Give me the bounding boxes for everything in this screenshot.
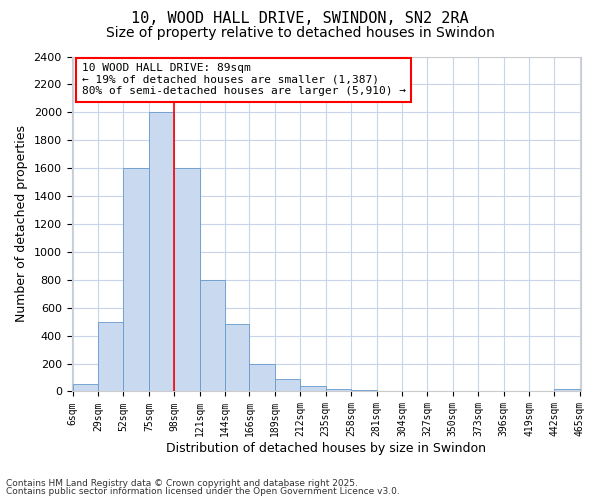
Text: Contains public sector information licensed under the Open Government Licence v3: Contains public sector information licen… (6, 487, 400, 496)
Bar (554, 388, 580, 392)
Text: 10, WOOD HALL DRIVE, SWINDON, SN2 2RA: 10, WOOD HALL DRIVE, SWINDON, SN2 2RA (131, 11, 469, 26)
Bar (200, 280, 225, 392)
Bar (275, 379, 300, 392)
Bar (300, 386, 326, 392)
Bar (175, 168, 200, 392)
Bar (73, 384, 98, 392)
Bar (326, 388, 351, 392)
Bar (98, 322, 124, 392)
Bar (149, 112, 175, 392)
Bar (124, 168, 149, 392)
Text: 10 WOOD HALL DRIVE: 89sqm
← 19% of detached houses are smaller (1,387)
80% of se: 10 WOOD HALL DRIVE: 89sqm ← 19% of detac… (82, 63, 406, 96)
Y-axis label: Number of detached properties: Number of detached properties (15, 126, 28, 322)
Bar (351, 390, 377, 392)
Text: Size of property relative to detached houses in Swindon: Size of property relative to detached ho… (106, 26, 494, 40)
Bar (377, 391, 402, 392)
Text: Contains HM Land Registry data © Crown copyright and database right 2025.: Contains HM Land Registry data © Crown c… (6, 478, 358, 488)
Bar (250, 364, 275, 392)
Bar (225, 324, 250, 392)
X-axis label: Distribution of detached houses by size in Swindon: Distribution of detached houses by size … (166, 442, 486, 455)
